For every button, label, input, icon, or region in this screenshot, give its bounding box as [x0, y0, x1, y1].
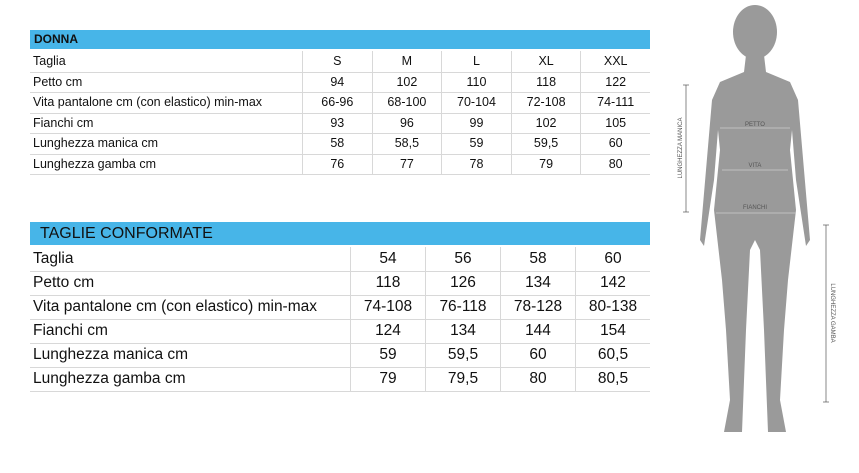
value-cell: 126 [425, 271, 500, 295]
value-cell: 80,5 [575, 367, 650, 391]
value-cell: 80 [580, 153, 650, 174]
table-row: Fianchi cm 93 96 99 102 105 [30, 112, 650, 134]
value-cell: 70-104 [441, 92, 511, 113]
value-cell: 124 [350, 319, 425, 343]
value-cell: XXL [580, 51, 650, 72]
hips-label: FIANCHI [743, 205, 767, 211]
leg-label: LUNGHEZZA GAMBA [829, 283, 835, 342]
value-cell: 58 [302, 133, 372, 154]
body-figure: PETTO VITA FIANCHI LUNGHEZZA MANICA LUNG… [678, 5, 835, 432]
value-cell: 99 [441, 112, 511, 133]
value-cell: 59,5 [510, 133, 581, 154]
value-cell: 122 [580, 71, 650, 92]
label-cell: Vita pantalone cm (con elastico) min-max [33, 95, 263, 110]
table-row: Lunghezza manica cm 59 59,5 60 60,5 [30, 343, 650, 368]
value-cell: 102 [371, 71, 442, 92]
value-cell: 96 [371, 112, 442, 133]
value-cell: 59,5 [425, 343, 500, 367]
table-title: DONNA [30, 30, 650, 49]
value-cell: 72-108 [510, 92, 581, 113]
value-cell: 58,5 [371, 133, 442, 154]
table-row: Petto cm 118 126 134 142 [30, 271, 650, 296]
silhouette [700, 5, 810, 432]
measure-lines [683, 84, 829, 403]
value-cell: 60 [580, 133, 650, 154]
value-cell: 118 [350, 271, 425, 295]
table-conformate: TAGLIE CONFORMATE Taglia 54 56 58 60 Petto cm… [30, 222, 650, 392]
label-cell: Vita pantalone cm (con elastico) min-max [33, 298, 318, 315]
label-cell: Lunghezza gamba cm [33, 156, 156, 171]
value-cell: 134 [500, 271, 575, 295]
value-cell: 105 [580, 112, 650, 133]
value-cell: 110 [441, 71, 511, 92]
table-donna: DONNA Taglia S M L XL XXL Petto cm 94 102 110 118 1… [30, 30, 650, 175]
label-cell: Lunghezza manica cm [33, 136, 159, 151]
value-cell: L [441, 51, 511, 72]
value-cell: 77 [371, 153, 442, 174]
value-cell: 79 [350, 367, 425, 391]
value-cell: 60 [575, 247, 650, 271]
value-cell: 74-111 [580, 92, 650, 113]
value-cell: 134 [425, 319, 500, 343]
value-cell: 78-128 [500, 295, 575, 319]
value-cell: 144 [500, 319, 575, 343]
table-row: Lunghezza gamba cm 79 79,5 80 80,5 [30, 367, 650, 392]
value-cell: M [371, 51, 442, 72]
value-cell: 76 [302, 153, 372, 174]
label-cell: Taglia [33, 54, 66, 69]
value-cell: 94 [302, 71, 372, 92]
value-cell: 154 [575, 319, 650, 343]
value-cell: XL [510, 51, 581, 72]
value-cell: 60,5 [575, 343, 650, 367]
label-cell: Fianchi cm [33, 115, 94, 130]
label-cell: Lunghezza manica cm [33, 346, 189, 363]
label-cell: Fianchi cm [33, 322, 108, 339]
value-cell: 66-96 [302, 92, 372, 113]
value-cell: 59 [441, 133, 511, 154]
label-cell: Lunghezza gamba cm [33, 370, 186, 387]
value-cell: 80 [500, 367, 575, 391]
value-cell: 68-100 [371, 92, 442, 113]
waist-label: VITA [749, 163, 762, 169]
value-cell: 59 [350, 343, 425, 367]
table-row: Vita pantalone cm (con elastico) min-max… [30, 92, 650, 114]
value-cell: 56 [425, 247, 500, 271]
value-cell: 118 [510, 71, 581, 92]
label-cell: Taglia [33, 250, 74, 267]
value-cell: 93 [302, 112, 372, 133]
value-cell: 79 [510, 153, 581, 174]
value-cell: S [302, 51, 372, 72]
table-row: Lunghezza gamba cm 76 77 78 79 80 [30, 153, 650, 175]
table-row: Fianchi cm 124 134 144 154 [30, 319, 650, 344]
value-cell: 80-138 [575, 295, 650, 319]
value-cell: 79,5 [425, 367, 500, 391]
value-cell: 58 [500, 247, 575, 271]
table-row: Petto cm 94 102 110 118 122 [30, 71, 650, 93]
value-cell: 76-118 [425, 295, 500, 319]
sleeve-label: LUNGHEZZA MANICA [678, 117, 684, 178]
label-cell: Petto cm [33, 74, 83, 89]
value-cell: 78 [441, 153, 511, 174]
table-row: Taglia S M L XL XXL [30, 51, 650, 73]
label-cell: Petto cm [33, 274, 95, 291]
table-row: Lunghezza manica cm 58 58,5 59 59,5 60 [30, 133, 650, 155]
chest-label: PETTO [745, 122, 765, 128]
value-cell: 54 [350, 247, 425, 271]
table-row: Vita pantalone cm (con elastico) min-max… [30, 295, 650, 320]
value-cell: 102 [510, 112, 581, 133]
table-title: TAGLIE CONFORMATE [30, 222, 650, 245]
value-cell: 60 [500, 343, 575, 367]
table-row: Taglia 54 56 58 60 [30, 247, 650, 272]
value-cell: 142 [575, 271, 650, 295]
value-cell: 74-108 [350, 295, 425, 319]
